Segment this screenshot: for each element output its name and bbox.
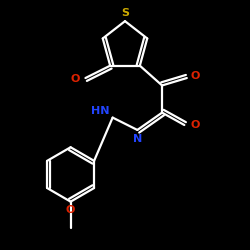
Text: O: O [191,70,200,81]
Text: O: O [66,205,75,215]
Text: HN: HN [91,106,110,117]
Text: O: O [191,120,200,130]
Text: N: N [133,134,142,143]
Text: O: O [71,74,80,84]
Text: S: S [121,8,129,18]
